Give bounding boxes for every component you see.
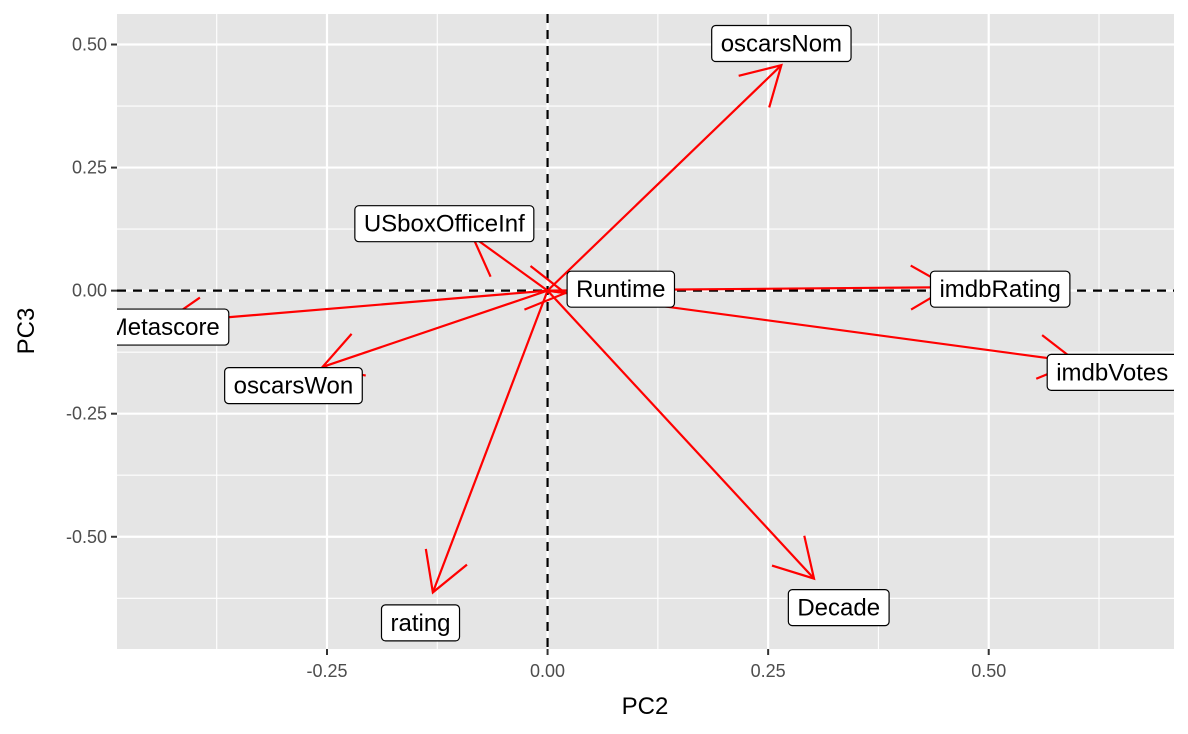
label-usboxofficeinf: USboxOfficeInf	[354, 205, 535, 243]
plot-panel	[117, 14, 1174, 649]
x-tick-label: 0.00	[530, 661, 565, 681]
svg-text:USboxOfficeInf: USboxOfficeInf	[364, 211, 525, 238]
y-axis: -0.50 -0.25 0.00 0.25 0.50	[66, 35, 117, 547]
x-tick-label: 0.25	[751, 661, 786, 681]
label-imdbrating: imdbRating	[929, 270, 1071, 308]
svg-text:Metascore: Metascore	[108, 314, 220, 341]
label-imdbvotes: imdbVotes	[1046, 353, 1174, 391]
arrow-rating	[424, 290, 549, 595]
y-tick-label: -0.50	[66, 527, 107, 547]
svg-text:imdbRating: imdbRating	[939, 276, 1060, 303]
x-axis-title: PC2	[622, 693, 669, 720]
svg-text:oscarsNom: oscarsNom	[721, 31, 842, 58]
svg-text:rating: rating	[390, 610, 450, 637]
svg-text:imdbVotes: imdbVotes	[1056, 359, 1168, 386]
y-tick-label: 0.00	[72, 281, 107, 301]
label-oscarsnom: oscarsNom	[711, 24, 852, 63]
x-axis: -0.25 0.00 0.25 0.50	[306, 649, 1006, 681]
y-tick-label: -0.25	[66, 404, 107, 424]
y-axis-title: PC3	[13, 308, 40, 355]
svg-text:Decade: Decade	[797, 595, 880, 622]
label-metascore: Metascore	[108, 308, 230, 346]
x-tick-label: -0.25	[306, 661, 347, 681]
y-tick-label: 0.50	[72, 35, 107, 55]
arrow-decade	[546, 289, 816, 581]
variable-labels: oscarsNom USboxOfficeInf Runtime imdbRating…	[108, 24, 1174, 642]
label-rating: rating	[380, 604, 461, 642]
y-tick-label: 0.25	[72, 158, 107, 178]
label-decade: Decade	[787, 589, 890, 627]
label-oscarswon: oscarsWon	[224, 367, 363, 405]
x-tick-label: 0.50	[971, 661, 1006, 681]
label-runtime: Runtime	[566, 270, 676, 308]
svg-text:Runtime: Runtime	[576, 276, 665, 303]
svg-text:oscarsWon: oscarsWon	[234, 373, 354, 400]
arrow-oscarsnom	[546, 63, 783, 292]
